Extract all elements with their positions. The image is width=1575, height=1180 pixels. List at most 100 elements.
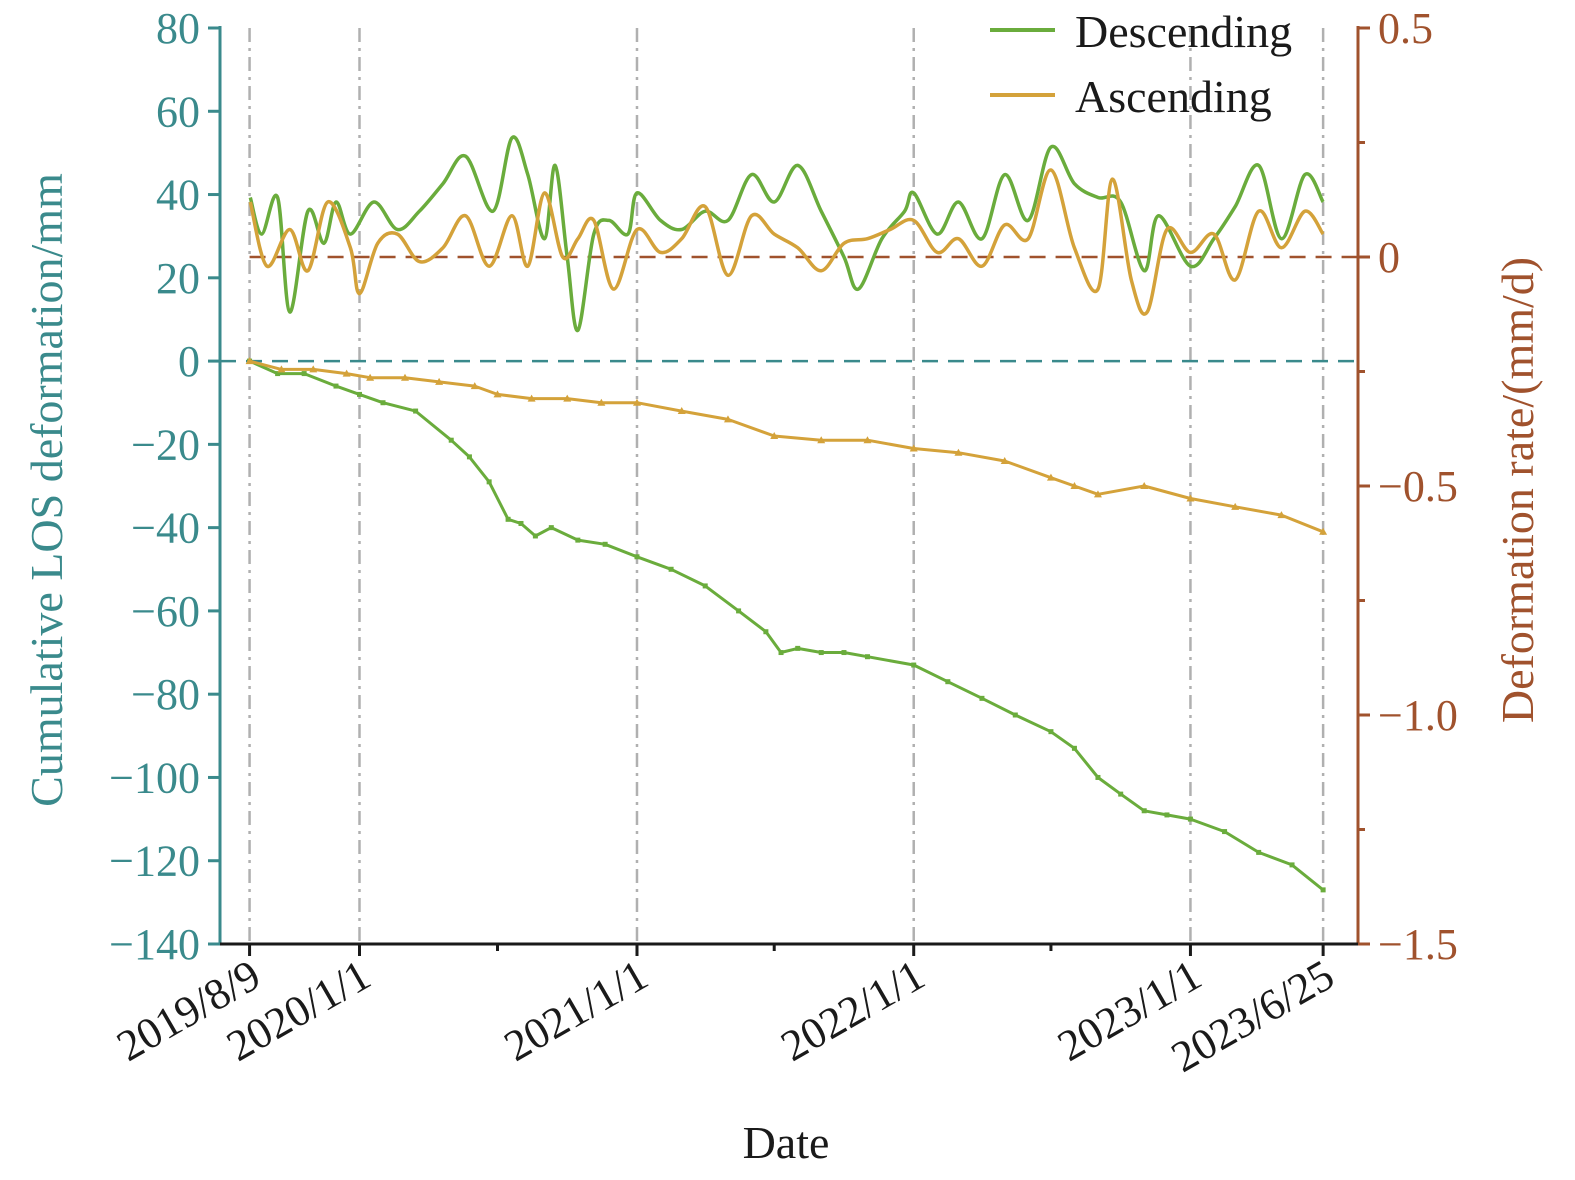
data-point-descending-cumulative-29 xyxy=(1012,712,1018,718)
data-point-ascending-cumulative-27 xyxy=(1277,511,1286,519)
y-left-tick-label-8: −80 xyxy=(131,670,200,719)
data-point-descending-cumulative-10 xyxy=(505,516,511,522)
data-point-descending-cumulative-7 xyxy=(448,437,454,443)
data-point-descending-cumulative-8 xyxy=(466,454,472,460)
series-line-ascending-rate xyxy=(248,168,1325,316)
date-gridlines xyxy=(248,28,1325,944)
data-point-ascending-cumulative-28 xyxy=(1319,527,1328,535)
data-point-ascending-cumulative-18 xyxy=(909,444,918,452)
data-point-descending-cumulative-23 xyxy=(818,650,824,656)
data-point-ascending-cumulative-10 xyxy=(563,394,572,402)
data-point-ascending-cumulative-11 xyxy=(597,398,606,406)
data-point-descending-cumulative-24 xyxy=(841,650,847,656)
data-point-descending-cumulative-11 xyxy=(518,520,524,526)
y-left-tick-label-0: 80 xyxy=(156,4,200,53)
data-point-ascending-cumulative-24 xyxy=(1140,482,1149,489)
legend-label-descending: Descending xyxy=(1075,6,1292,57)
data-point-descending-cumulative-20 xyxy=(763,629,769,635)
y-right-tick-label-0: 0.5 xyxy=(1378,4,1433,53)
legend-label-ascending: Ascending xyxy=(1075,71,1272,122)
y-axis-title-left: Cumulative LOS deformation/mm xyxy=(21,173,72,807)
data-point-descending-cumulative-40 xyxy=(1320,887,1326,893)
data-point-descending-cumulative-35 xyxy=(1164,812,1170,818)
data-point-ascending-cumulative-23 xyxy=(1093,490,1102,498)
y-left-tick-label-2: 40 xyxy=(156,171,200,220)
y-left-tick-label-1: 60 xyxy=(156,87,200,136)
data-point-descending-cumulative-13 xyxy=(548,525,554,531)
data-point-ascending-cumulative-3 xyxy=(342,369,351,377)
data-point-descending-cumulative-3 xyxy=(333,383,339,389)
data-point-ascending-cumulative-16 xyxy=(817,436,826,444)
data-point-ascending-cumulative-20 xyxy=(1000,457,1009,465)
data-point-descending-cumulative-21 xyxy=(778,650,784,656)
x-tick-label-3: 2022/1/1 xyxy=(773,950,933,1071)
data-point-descending-cumulative-31 xyxy=(1071,745,1077,751)
data-point-ascending-cumulative-22 xyxy=(1070,482,1079,489)
y-right-tick-label-3: −1.0 xyxy=(1378,691,1458,740)
data-point-descending-cumulative-2 xyxy=(301,371,307,377)
data-point-ascending-cumulative-9 xyxy=(527,394,536,402)
data-point-ascending-cumulative-26 xyxy=(1231,502,1240,510)
data-point-ascending-cumulative-2 xyxy=(309,365,318,373)
data-point-descending-cumulative-25 xyxy=(864,654,870,660)
data-point-ascending-cumulative-4 xyxy=(366,373,375,381)
x-tick-label-2: 2021/1/1 xyxy=(496,950,656,1071)
data-point-descending-cumulative-19 xyxy=(736,608,742,614)
data-point-ascending-cumulative-13 xyxy=(677,407,686,415)
data-point-descending-cumulative-34 xyxy=(1141,808,1147,814)
data-point-descending-cumulative-6 xyxy=(413,408,419,414)
data-point-descending-cumulative-33 xyxy=(1118,791,1124,797)
data-point-ascending-cumulative-0 xyxy=(245,357,254,365)
series-line-descending-rate xyxy=(248,135,1325,333)
data-point-ascending-cumulative-6 xyxy=(435,377,444,385)
y-left-tick-label-5: −20 xyxy=(131,420,200,469)
data-point-descending-cumulative-1 xyxy=(275,371,281,377)
y-right-tick-label-2: −0.5 xyxy=(1378,462,1458,511)
y-left-tick-label-11: −140 xyxy=(109,920,200,969)
data-point-descending-cumulative-39 xyxy=(1289,862,1295,868)
data-point-descending-cumulative-4 xyxy=(357,391,363,397)
data-point-descending-cumulative-27 xyxy=(945,679,951,685)
data-point-ascending-cumulative-12 xyxy=(632,398,641,406)
x-axis-title: Date xyxy=(743,1117,830,1168)
data-point-ascending-cumulative-7 xyxy=(470,382,479,390)
data-point-descending-cumulative-18 xyxy=(702,583,708,589)
data-point-descending-cumulative-28 xyxy=(979,695,985,701)
data-point-descending-cumulative-15 xyxy=(602,541,608,547)
data-point-ascending-cumulative-14 xyxy=(723,415,732,423)
y-left-tick-label-6: −40 xyxy=(131,504,200,553)
data-point-ascending-cumulative-8 xyxy=(493,390,502,398)
series-line-ascending-cumulative xyxy=(249,359,1324,534)
data-point-descending-cumulative-38 xyxy=(1256,849,1262,855)
data-point-ascending-cumulative-21 xyxy=(1046,473,1055,481)
data-point-ascending-cumulative-17 xyxy=(863,436,872,444)
data-point-descending-cumulative-17 xyxy=(668,566,674,572)
data-point-descending-cumulative-22 xyxy=(795,645,801,651)
data-point-descending-cumulative-37 xyxy=(1222,829,1228,835)
data-point-descending-cumulative-5 xyxy=(380,400,386,406)
zero-reference-lines xyxy=(220,255,1358,363)
data-point-descending-cumulative-9 xyxy=(486,479,492,485)
data-point-ascending-cumulative-15 xyxy=(770,432,779,440)
data-point-ascending-cumulative-19 xyxy=(954,448,963,456)
y-axis-title-right: Deformation rate/(mm/d) xyxy=(1492,257,1543,723)
y-left-tick-label-10: −120 xyxy=(109,837,200,886)
y-right-tick-label-1: 0 xyxy=(1378,233,1400,282)
data-point-ascending-cumulative-5 xyxy=(400,373,409,381)
y-left-tick-label-3: 20 xyxy=(156,254,200,303)
data-point-descending-cumulative-12 xyxy=(532,533,538,539)
data-point-descending-cumulative-14 xyxy=(575,537,581,543)
y-right-tick-label-4: −1.5 xyxy=(1378,920,1458,969)
y-left-tick-label-4: 0 xyxy=(178,337,200,386)
data-point-ascending-cumulative-1 xyxy=(277,365,286,373)
data-point-descending-cumulative-36 xyxy=(1187,816,1193,822)
data-point-descending-cumulative-16 xyxy=(634,554,640,560)
data-point-descending-cumulative-32 xyxy=(1095,774,1101,780)
series-lines xyxy=(245,135,1328,893)
series-line-descending-cumulative xyxy=(248,359,1325,892)
y-left-tick-label-9: −100 xyxy=(109,753,200,802)
data-point-descending-cumulative-30 xyxy=(1048,729,1054,735)
data-point-descending-cumulative-26 xyxy=(911,662,917,668)
y-left-tick-label-7: −60 xyxy=(131,587,200,636)
